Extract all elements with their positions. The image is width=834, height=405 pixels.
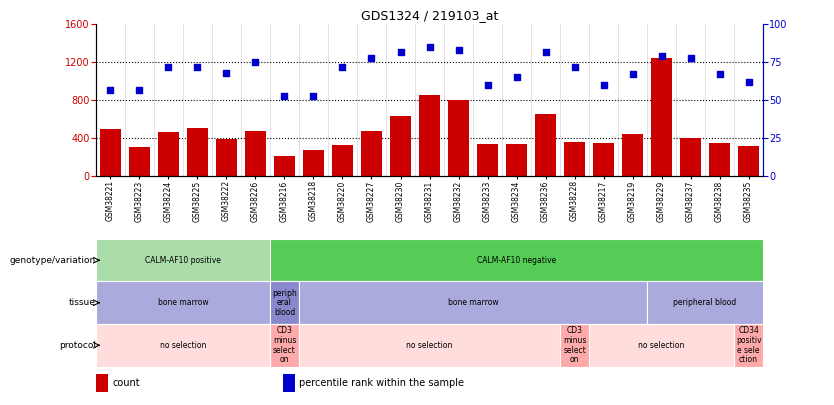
Bar (651, 58, 671, 176)
Bar (304, 149, 324, 176)
Text: no selection: no selection (638, 341, 685, 350)
Point (162, 64, 175, 70)
Bar (594, 143, 614, 176)
Point (684, 54, 697, 61)
Bar (361, 130, 382, 176)
Bar (332, 145, 353, 176)
Point (568, 64, 581, 70)
Point (655, 53, 668, 60)
Text: peripheral blood: peripheral blood (674, 298, 736, 307)
Bar (565, 142, 585, 176)
Text: count: count (113, 378, 140, 388)
Point (452, 47, 465, 53)
Bar (100, 129, 121, 176)
Bar (270, 281, 299, 324)
Point (742, 79, 756, 85)
Point (133, 86, 146, 93)
Bar (506, 144, 527, 176)
Bar (96, 281, 270, 324)
Point (423, 44, 436, 50)
Point (307, 92, 320, 99)
Text: bone marrow: bone marrow (448, 298, 499, 307)
Bar (738, 146, 759, 176)
Bar (477, 144, 498, 176)
Bar (535, 113, 555, 176)
Bar (299, 281, 647, 324)
Text: bone marrow: bone marrow (158, 298, 208, 307)
Point (103, 86, 117, 93)
Title: GDS1324 / 219103_at: GDS1324 / 219103_at (361, 9, 498, 22)
Bar (390, 116, 410, 176)
Bar (734, 324, 763, 367)
Point (510, 74, 523, 81)
Point (394, 48, 407, 55)
Text: protocol: protocol (59, 341, 96, 350)
Text: no selection: no selection (406, 341, 453, 350)
Bar (299, 324, 560, 367)
Bar (283, 374, 294, 392)
Point (220, 70, 234, 76)
Point (626, 71, 639, 78)
Text: no selection: no selection (160, 341, 206, 350)
Bar (589, 324, 734, 367)
Text: tissue: tissue (69, 298, 96, 307)
Bar (560, 324, 589, 367)
Text: periph
eral
blood: periph eral blood (272, 288, 297, 317)
Bar (245, 130, 265, 176)
Bar (420, 96, 440, 176)
Point (278, 92, 291, 99)
Point (336, 64, 349, 70)
Bar (96, 324, 270, 367)
Point (191, 64, 204, 70)
Point (539, 48, 552, 55)
Point (713, 71, 726, 78)
Bar (622, 134, 643, 176)
Bar (216, 139, 237, 176)
Point (249, 59, 262, 66)
Bar (449, 100, 469, 176)
Point (597, 82, 610, 88)
Bar (270, 324, 299, 367)
Text: CD3
minus
select
on: CD3 minus select on (563, 326, 586, 364)
Bar (158, 132, 178, 176)
Bar (129, 147, 149, 176)
Bar (710, 143, 730, 176)
Text: CALM-AF10 positive: CALM-AF10 positive (145, 256, 221, 265)
Text: genotype/variation: genotype/variation (10, 256, 96, 265)
Bar (96, 239, 270, 281)
Bar (188, 128, 208, 176)
Text: CD34
positiv
e sele
ction: CD34 positiv e sele ction (736, 326, 761, 364)
Text: CALM-AF10 negative: CALM-AF10 negative (477, 256, 556, 265)
Bar (96, 374, 108, 392)
Bar (681, 138, 701, 176)
Bar (647, 281, 763, 324)
Point (364, 54, 378, 61)
Point (481, 82, 495, 88)
Text: percentile rank within the sample: percentile rank within the sample (299, 378, 465, 388)
Bar (270, 239, 763, 281)
Text: CD3
minus
select
on: CD3 minus select on (273, 326, 296, 364)
Bar (274, 156, 294, 176)
